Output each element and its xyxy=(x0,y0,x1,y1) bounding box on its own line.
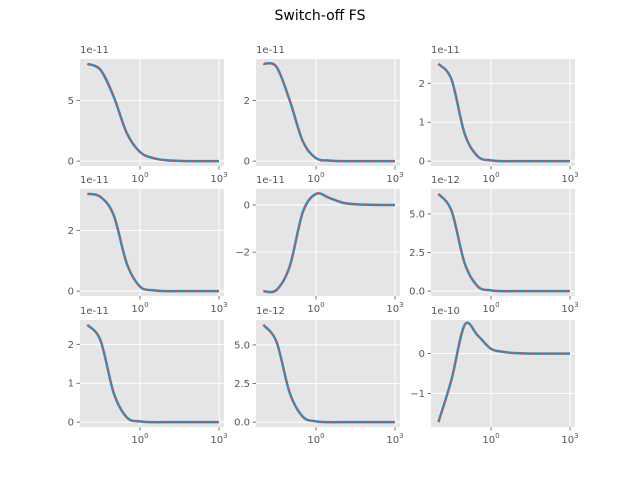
x-tick-label: 100 xyxy=(482,301,499,315)
x-tick-label: 103 xyxy=(561,301,578,315)
subplot-5: 100 103 −2 0 1e-11 xyxy=(235,175,403,315)
x-tick-label: 100 xyxy=(131,301,148,315)
y-tick-label: −1 xyxy=(410,389,425,400)
series-line-dashed xyxy=(87,193,219,292)
y-tick-label: 0 xyxy=(68,418,74,429)
x-tick-label: 100 xyxy=(307,432,324,446)
axes-background xyxy=(256,320,400,427)
x-tick-label: 103 xyxy=(561,432,578,446)
figure-title: Switch-off FS xyxy=(274,8,366,24)
y-offset-label: 1e-11 xyxy=(80,45,109,56)
y-tick-label: 0 xyxy=(419,157,425,168)
x-tick-label: 103 xyxy=(386,171,403,185)
x-tick-label: 100 xyxy=(482,171,499,185)
y-tick-label: 0 xyxy=(68,157,74,168)
axes-background xyxy=(431,320,575,427)
x-tick-label: 100 xyxy=(131,171,148,185)
y-tick-label: 5.0 xyxy=(234,340,250,351)
subplot-1: 100 103 0 5 1e-11 xyxy=(68,45,228,185)
y-offset-label: 1e-12 xyxy=(431,175,460,186)
y-tick-label: 2.5 xyxy=(234,379,250,390)
series-line-dashed xyxy=(86,324,219,423)
y-tick-label: 2 xyxy=(419,79,425,90)
subplot-2: 100 103 0 2 1e-11 xyxy=(244,45,404,185)
subplot-8: 100 103 0.0 2.5 5.0 1e-12 xyxy=(234,306,404,446)
series-line-dashed xyxy=(437,322,570,423)
x-tick-label: 100 xyxy=(482,432,499,446)
axes-background xyxy=(80,189,224,296)
y-tick-label: 2 xyxy=(244,96,250,107)
y-tick-label: 1 xyxy=(68,379,74,390)
axes-background xyxy=(80,59,224,166)
y-offset-label: 1e-11 xyxy=(431,45,460,56)
y-tick-label: 2.5 xyxy=(409,248,425,259)
axes-background xyxy=(256,189,400,296)
series-line-dashed xyxy=(437,193,570,292)
y-offset-label: 1e-11 xyxy=(256,175,285,186)
axes-background xyxy=(256,59,400,166)
y-offset-label: 1e-12 xyxy=(256,306,285,317)
y-tick-label: 1 xyxy=(419,118,425,129)
axes-background xyxy=(431,189,575,296)
subplot-6: 100 103 0.0 2.5 5.0 1e-12 xyxy=(409,175,579,315)
x-tick-label: 100 xyxy=(307,301,324,315)
y-tick-label: 2 xyxy=(68,340,74,351)
y-tick-label: 0 xyxy=(68,287,74,298)
y-tick-label: 5 xyxy=(68,96,74,107)
x-tick-label: 103 xyxy=(210,432,227,446)
y-tick-label: 0 xyxy=(244,200,250,211)
y-tick-label: −2 xyxy=(235,248,250,259)
y-tick-label: 0.0 xyxy=(234,418,250,429)
series-line-dashed xyxy=(263,192,395,293)
axes-background xyxy=(431,59,575,166)
x-tick-label: 100 xyxy=(307,171,324,185)
axes-background xyxy=(80,320,224,427)
subplot-7: 100 103 0 1 2 1e-11 xyxy=(68,306,228,446)
y-offset-label: 1e-11 xyxy=(80,306,109,317)
subplot-9: 100 103 −1 0 1e-10 xyxy=(410,306,578,446)
x-tick-label: 103 xyxy=(210,301,227,315)
x-tick-label: 103 xyxy=(386,301,403,315)
y-offset-label: 1e-11 xyxy=(256,45,285,56)
series-line-dashed xyxy=(262,324,395,423)
y-offset-label: 1e-11 xyxy=(80,175,109,186)
x-tick-label: 103 xyxy=(386,432,403,446)
y-tick-label: 0 xyxy=(419,349,425,360)
y-tick-label: 0.0 xyxy=(409,287,425,298)
x-tick-label: 103 xyxy=(210,171,227,185)
series-line-dashed xyxy=(437,63,570,162)
series-line-dashed xyxy=(87,63,219,162)
x-tick-label: 103 xyxy=(561,171,578,185)
y-tick-label: 0 xyxy=(244,157,250,168)
x-tick-label: 100 xyxy=(131,432,148,446)
y-offset-label: 1e-10 xyxy=(431,306,460,317)
y-tick-label: 2 xyxy=(68,226,74,237)
series-line-dashed xyxy=(263,62,395,162)
y-tick-label: 5.0 xyxy=(409,209,425,220)
subplot-3: 100 103 0 1 2 1e-11 xyxy=(419,45,579,185)
subplot-4: 100 103 0 2 1e-11 xyxy=(68,175,228,315)
